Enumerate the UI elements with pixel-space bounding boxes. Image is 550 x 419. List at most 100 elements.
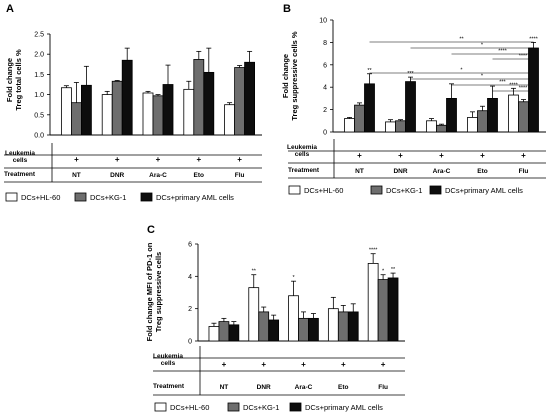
panel-a-leukemia-label-1: Leukemia — [5, 150, 35, 157]
bar-b-aml-nt — [364, 83, 375, 133]
bar-a-hl60-arac — [142, 92, 154, 136]
legend-b-kg1-label: DCs+KG-1 — [386, 186, 422, 195]
treatment-label-a: NT — [72, 172, 81, 179]
bar-b-aml-flu — [528, 47, 539, 133]
bar-b-hl60-nt — [344, 118, 355, 133]
panel-c-y-tick-label: 0 — [188, 339, 192, 346]
bracket-label-b: * — [481, 74, 484, 80]
panel-c-y-tick-label: 2 — [188, 306, 192, 313]
bar-b-kg1-nt — [354, 104, 365, 133]
bar-a-hl60-nt — [61, 87, 72, 136]
significance-label-b: *** — [407, 71, 414, 77]
panel-b-treatment-row: NT DNR Ara-C Eto Flu — [355, 168, 528, 175]
legend-c-aml-label: DCs+primary AML cells — [305, 403, 383, 412]
panel-a-y-tick-label: 2.0 — [34, 52, 44, 59]
legend-c-hl60-swatch — [154, 402, 167, 412]
treatment-label-a: Eto — [194, 172, 205, 179]
leukemia-plus-a: + — [74, 155, 79, 164]
panel-a-leukemia-label-2: cells — [13, 157, 28, 164]
legend-a-hl60-swatch — [5, 192, 18, 202]
bar-c-kg1-eto — [337, 311, 349, 342]
bar-a-kg1-arac — [152, 95, 164, 136]
panel-b-legend: DCs+HL-60 DCs+KG-1 DCs+primary AML cells — [288, 185, 523, 195]
panel-b-table: Leukemia cells Treatment + + + + + NT DNR Ara-… — [287, 139, 546, 179]
panel-b-y-tick-label: 2 — [323, 107, 327, 114]
bar-b-hl60-eto — [467, 117, 478, 133]
bracket-label-b: * — [460, 68, 463, 74]
bracket-label-b: **** — [519, 86, 528, 92]
legend-b-hl60-label: DCs+HL-60 — [304, 186, 343, 195]
significance-label-c: ** — [252, 269, 257, 275]
panel-c-leukemia-label-2: cells — [161, 360, 176, 367]
treatment-label-c: NT — [220, 384, 229, 391]
treatment-label-b: NT — [355, 168, 364, 175]
panel-b-y-tick-label: 4 — [323, 85, 327, 92]
bar-a-aml-flu — [244, 61, 256, 136]
panel-a-legend: DCs+HL-60 DCs+KG-1 DCs+primary AML cells — [5, 192, 234, 202]
bar-c-aml-dnr — [268, 319, 280, 342]
panel-b-y-tick-label: 0 — [323, 130, 327, 137]
panel-c-legend: DCs+HL-60 DCs+KG-1 DCs+primary AML cells — [154, 402, 383, 412]
bar-b-hl60-flu — [508, 94, 519, 133]
panel-b-ylabel-line1: Fold change — [281, 54, 290, 98]
panel-b-plus-row: + + + + + — [357, 151, 526, 160]
treatment-label-b: DNR — [393, 168, 407, 175]
legend-a-kg1-swatch — [74, 192, 87, 202]
panel-b-ylabel-line2: Treg suppressive cells % — [290, 31, 299, 121]
bar-c-aml-flu — [387, 277, 399, 342]
bar-b-kg1-flu — [518, 101, 529, 133]
panel-a-y-tick-label: 2.5 — [34, 32, 44, 39]
panel-c: C Fold change MFI of PD-1 on Treg suppre… — [145, 224, 405, 412]
panel-b-y-tick-label: 10 — [319, 18, 327, 25]
significance-label-c: * — [382, 269, 385, 275]
bar-c-hl60-arac — [288, 295, 299, 342]
bar-a-kg1-flu — [234, 67, 246, 136]
panel-b-significance-brackets: ******************** — [369, 37, 534, 92]
legend-a-hl60-label: DCs+HL-60 — [21, 193, 60, 202]
bracket-label-b: * — [481, 43, 484, 49]
panel-c-treatment-row: NT DNR Ara-C Eto Flu — [220, 384, 388, 391]
panel-a-treatment-row: NT DNR Ara-C Eto Flu — [72, 172, 244, 179]
legend-a-aml-swatch — [140, 192, 153, 202]
leukemia-plus-c: + — [341, 360, 346, 369]
panel-a-y-tick-label: 0.0 — [34, 133, 44, 140]
legend-a-kg1-label: DCs+KG-1 — [90, 193, 126, 202]
bar-b-hl60-arac — [426, 120, 437, 133]
panel-a-y-tick-label: 0.5 — [34, 112, 44, 119]
bar-b-kg1-eto — [477, 110, 488, 133]
bar-b-kg1-arac — [436, 124, 447, 133]
legend-b-aml-swatch — [429, 185, 442, 195]
treatment-label-c: Flu — [378, 384, 388, 391]
panel-b: B Fold change Treg suppressive cells % *… — [281, 3, 546, 195]
panel-c-leukemia-label-1: Leukemia — [153, 353, 183, 360]
legend-a-aml-label: DCs+primary AML cells — [156, 193, 234, 202]
bar-c-kg1-nt — [218, 321, 230, 342]
bar-c-aml-nt — [228, 324, 240, 342]
panel-c-ylabel-line2: Treg suppressive cells — [154, 252, 163, 332]
panel-a-treatment-label: Treatment — [4, 171, 36, 178]
leukemia-plus-a: + — [115, 155, 120, 164]
bar-b-aml-eto — [487, 98, 498, 133]
bar-b-aml-arac — [446, 98, 457, 133]
bar-a-hl60-eto — [183, 88, 195, 136]
legend-b-hl60-swatch — [288, 185, 301, 195]
leukemia-plus-b: + — [398, 151, 403, 160]
panel-a-ylabel-line2: Treg total cells % — [14, 49, 23, 111]
panel-c-plus-row: + + + + + — [222, 360, 386, 369]
bar-b-hl60-dnr — [385, 121, 396, 133]
bracket-label-b: *** — [499, 80, 506, 86]
panel-a-y-tick-label: 1.0 — [34, 92, 44, 99]
leukemia-plus-c: + — [381, 360, 386, 369]
bar-a-aml-eto — [203, 71, 215, 136]
leukemia-plus-b: + — [480, 151, 485, 160]
bar-a-aml-nt — [81, 84, 92, 136]
treatment-label-a: DNR — [110, 172, 124, 179]
leukemia-plus-a: + — [196, 155, 201, 164]
bar-c-aml-arac — [308, 317, 319, 342]
significance-label-b: **** — [509, 82, 518, 88]
bar-c-aml-eto — [347, 311, 359, 342]
panel-a-ylabel-line1: Fold change — [5, 58, 14, 102]
